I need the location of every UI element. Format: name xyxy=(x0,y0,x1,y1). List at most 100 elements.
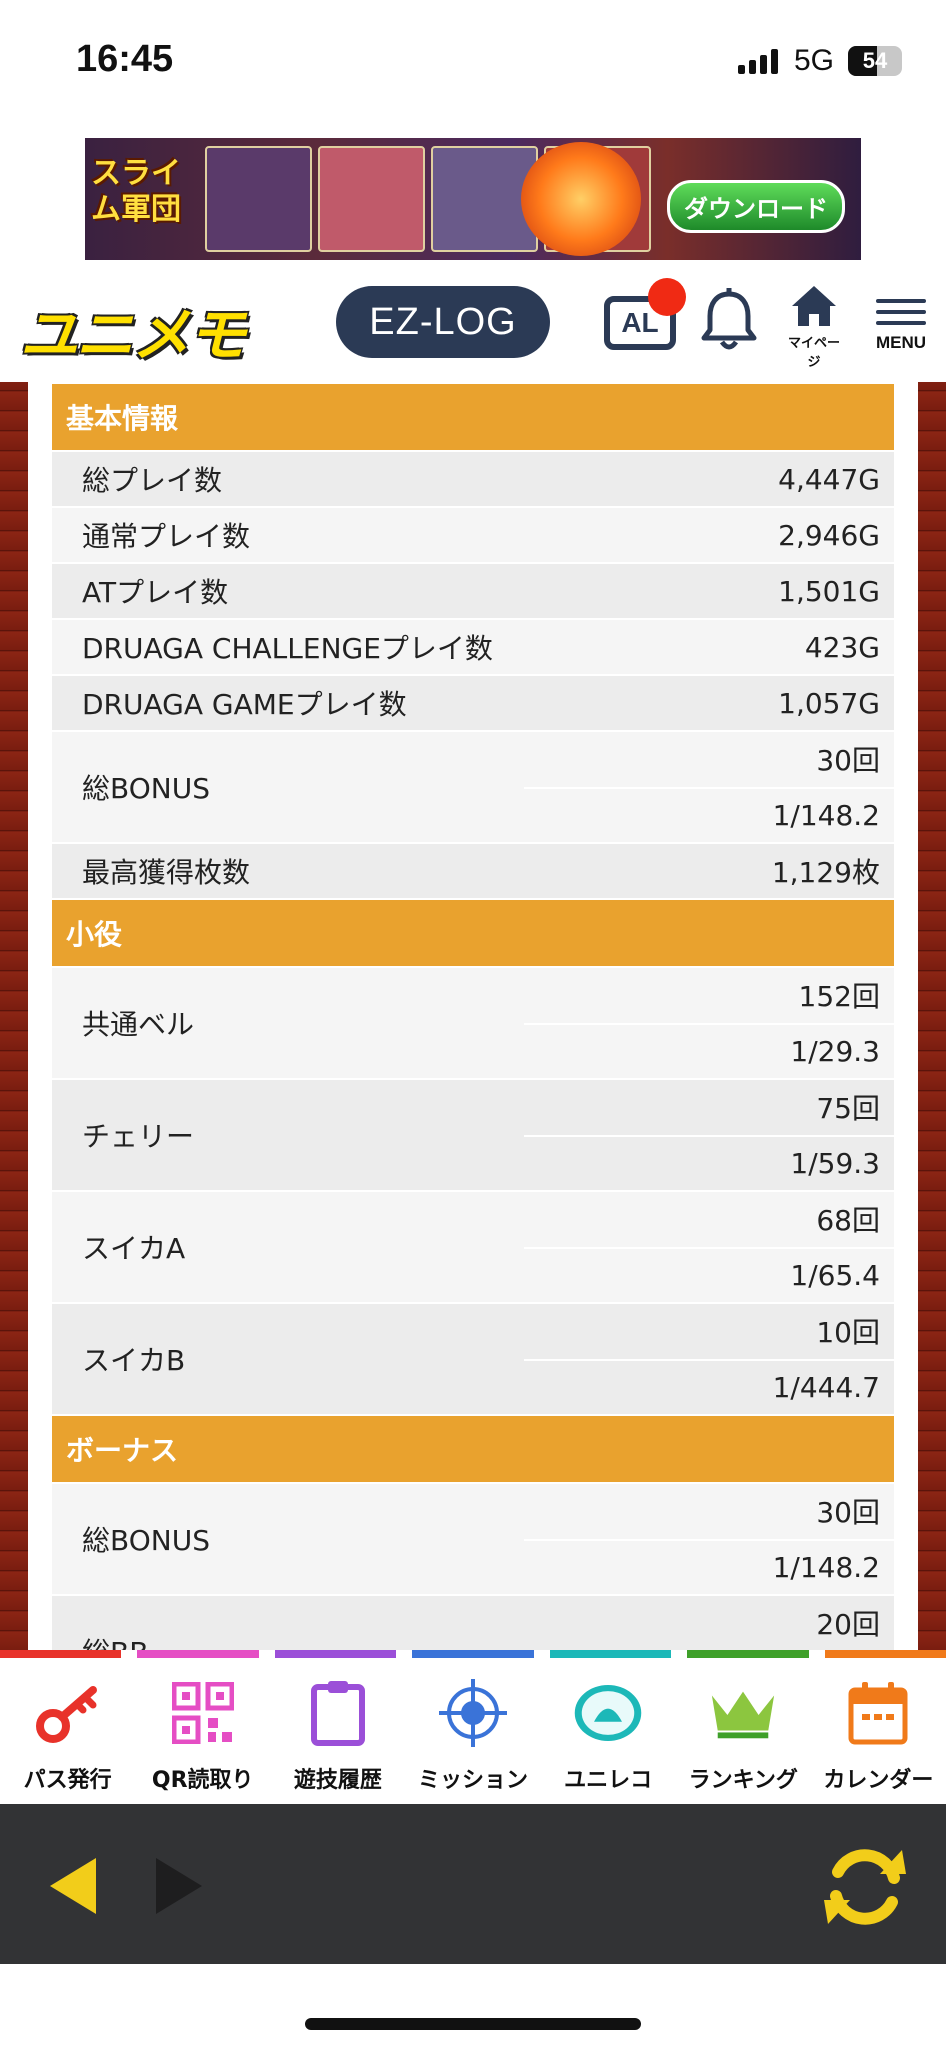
row-probability: 1/148.2 xyxy=(524,1538,894,1594)
row-label: ATプレイ数 xyxy=(82,576,229,609)
bell-icon[interactable] xyxy=(700,288,758,354)
table-row: 共通ベル 152回 1/29.3 xyxy=(52,966,894,1078)
row-label: 最高獲得枚数 xyxy=(82,856,251,889)
nav-label: QR読取り xyxy=(151,1768,254,1793)
row-label: 総プレイ数 xyxy=(82,464,223,497)
status-time: 16:45 xyxy=(76,38,174,80)
row-count: 152回 xyxy=(798,980,880,1014)
row-label: スイカA xyxy=(82,1232,186,1265)
nav-item-qr[interactable]: QR読取り xyxy=(135,1658,270,1794)
nav-label: ユニレコ xyxy=(564,1768,653,1793)
calendar-icon xyxy=(843,1678,913,1748)
ezlog-button[interactable]: EZ-LOG xyxy=(336,286,550,358)
row-probability: 1/29.3 xyxy=(524,1022,894,1078)
forward-arrow-icon[interactable] xyxy=(156,1858,202,1914)
nav-item-history[interactable]: 遊技履歴 xyxy=(270,1658,405,1794)
row-label: DRUAGA CHALLENGEプレイ数 xyxy=(82,632,493,665)
notification-dot xyxy=(648,278,686,316)
ad-download-button[interactable]: ダウンロード xyxy=(667,180,845,233)
status-bar: 16:45 5G 54 xyxy=(0,0,946,125)
ad-title: スライム軍団 xyxy=(91,156,181,227)
row-probability: 1/65.4 xyxy=(524,1246,894,1302)
row-value: 1,129枚 xyxy=(771,856,880,889)
table-row: 最高獲得枚数 1,129枚 xyxy=(52,842,894,898)
table-row: 総BONUS 30回 1/148.2 xyxy=(52,730,894,842)
content-area[interactable]: 基本情報 総プレイ数 4,447G 通常プレイ数 2,946G ATプレイ数 1… xyxy=(0,382,946,1650)
content-panel: 基本情報 総プレイ数 4,447G 通常プレイ数 2,946G ATプレイ数 1… xyxy=(28,382,918,1650)
row-count: 68回 xyxy=(816,1204,880,1238)
target-icon xyxy=(438,1678,508,1748)
table-row: 総プレイ数 4,447G xyxy=(52,450,894,506)
nav-label: ランキング xyxy=(688,1768,798,1793)
clipboard-icon xyxy=(303,1678,373,1748)
table-row: DRUAGA CHALLENGEプレイ数 423G xyxy=(52,618,894,674)
row-count: 20回 xyxy=(816,1608,880,1642)
hamburger-icon xyxy=(876,299,926,303)
key-icon xyxy=(33,1678,103,1748)
signal-icon xyxy=(737,48,778,74)
al-label: AL xyxy=(621,307,659,338)
row-count: 30回 xyxy=(816,744,880,778)
table-row: 総BONUS 30回 1/148.2 xyxy=(52,1482,894,1594)
ad-character-image xyxy=(521,142,641,256)
row-probability: 1/148.2 xyxy=(524,786,894,842)
nav-label: 遊技履歴 xyxy=(293,1768,382,1793)
browser-toolbar xyxy=(0,1804,946,1964)
row-label: 通常プレイ数 xyxy=(82,520,251,553)
section-header-koyaku: 小役 xyxy=(52,898,894,966)
row-label: 総BONUS xyxy=(82,772,210,805)
app-bottom-nav: パス発行 QR読取り xyxy=(0,1650,946,1804)
data-table: 基本情報 総プレイ数 4,447G 通常プレイ数 2,946G ATプレイ数 1… xyxy=(52,382,894,1650)
back-arrow-icon[interactable] xyxy=(50,1858,96,1914)
table-row: 通常プレイ数 2,946G xyxy=(52,506,894,562)
nav-item-calendar[interactable]: カレンダー xyxy=(811,1658,946,1794)
mypage-label: マイページ xyxy=(787,336,840,370)
table-row: スイカA 68回 1/65.4 xyxy=(52,1190,894,1302)
row-value: 2,946G xyxy=(778,518,880,552)
row-value: 1,501G xyxy=(778,574,880,608)
section-header-bonus: ボーナス xyxy=(52,1414,894,1482)
menu-button[interactable]: MENU xyxy=(872,292,930,370)
network-type: 5G xyxy=(793,44,834,77)
row-label: 総BONUS xyxy=(82,1524,210,1557)
row-label: DRUAGA GAMEプレイ数 xyxy=(82,688,407,721)
home-indicator-area xyxy=(0,1964,946,2048)
nav-item-pass[interactable]: パス発行 xyxy=(0,1658,135,1794)
row-count: 75回 xyxy=(816,1092,880,1126)
battery-icon: 54 xyxy=(848,46,902,76)
nav-item-unireco[interactable]: ユニレコ xyxy=(541,1658,676,1794)
table-row: 総BB 20回 xyxy=(52,1594,894,1650)
nav-item-mission[interactable]: ミッション xyxy=(405,1658,540,1794)
row-label: スイカB xyxy=(82,1344,186,1377)
nav-label: パス発行 xyxy=(23,1768,112,1793)
table-row: ATプレイ数 1,501G xyxy=(52,562,894,618)
nav-item-ranking[interactable]: ランキング xyxy=(676,1658,811,1794)
home-icon xyxy=(792,286,836,326)
reload-icon[interactable] xyxy=(820,1842,910,1932)
row-label: チェリー xyxy=(82,1120,195,1153)
unireco-icon xyxy=(573,1678,643,1748)
row-label: 総BB xyxy=(52,1596,524,1650)
row-label: 共通ベル xyxy=(82,1008,195,1041)
row-count: 10回 xyxy=(816,1316,880,1350)
table-row: チェリー 75回 1/59.3 xyxy=(52,1078,894,1190)
row-value: 1,057G xyxy=(778,686,880,720)
status-indicators: 5G 54 xyxy=(737,44,902,78)
section-header-basic: 基本情報 xyxy=(52,382,894,450)
row-count: 30回 xyxy=(816,1496,880,1530)
al-button[interactable]: AL xyxy=(604,296,676,350)
crown-icon xyxy=(708,1678,778,1748)
battery-percent: 54 xyxy=(862,48,888,73)
table-row: DRUAGA GAMEプレイ数 1,057G xyxy=(52,674,894,730)
row-value: 423G xyxy=(804,630,880,664)
site-logo[interactable]: ユニメモ xyxy=(20,301,246,369)
row-value: 4,447G xyxy=(778,462,880,496)
row-probability: 1/444.7 xyxy=(524,1358,894,1414)
menu-label: MENU xyxy=(875,333,927,352)
nav-label: カレンダー xyxy=(823,1768,934,1793)
table-row: スイカB 10回 1/444.7 xyxy=(52,1302,894,1414)
home-indicator[interactable] xyxy=(305,2018,641,2030)
ad-banner[interactable]: スライム軍団 ダウンロード xyxy=(85,138,861,260)
row-probability: 1/59.3 xyxy=(524,1134,894,1190)
mypage-button[interactable]: マイページ xyxy=(782,284,846,370)
